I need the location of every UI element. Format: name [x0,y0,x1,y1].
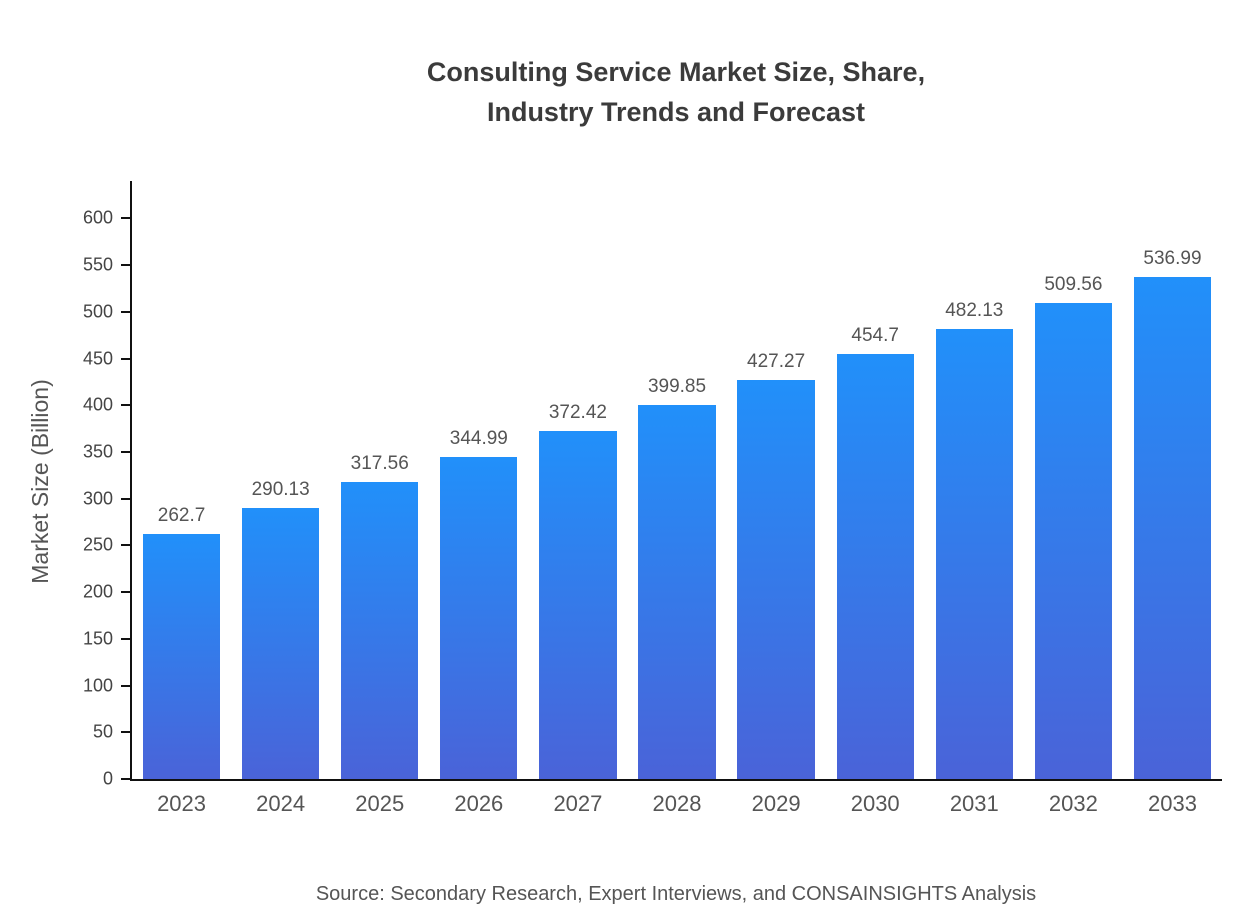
y-tick-label: 50 [92,721,113,742]
bar-slot-2026: 344.99 [429,181,528,779]
chart-title-line1: Consulting Service Market Size, Share, [426,57,926,87]
bar-value-label-2026: 344.99 [449,427,508,449]
bar-value-label-2024: 290.13 [251,478,310,500]
bar-2028 [638,405,716,779]
bar-value-label-2028: 399.85 [647,376,707,398]
y-tick-label: 500 [82,301,113,322]
x-axis-labels: 2023 2024 2025 2026 2027 2028 2029 2030 2031 2032… [130,791,1222,817]
source-note: Source: Secondary Research, Expert Inter… [315,883,1037,905]
bar-slot-2032: 509.56 [1024,181,1123,779]
y-tick-label: 250 [82,534,113,555]
y-axis-title-text: Market Size (Billion) [26,378,53,584]
y-tick-mark [121,264,130,267]
bar-2033 [1133,277,1212,779]
bar-value-label-2032: 509.56 [1044,273,1103,295]
y-tick-label: 150 [82,628,113,649]
bar-slot-2023: 262.7 [132,181,231,779]
y-tick-label: 200 [82,581,113,602]
x-tick-label-2027: 2027 [553,791,603,816]
y-tick-mark [121,310,130,313]
y-tick-label: 550 [82,254,113,275]
bar-value-label-2023: 262.7 [157,504,206,526]
x-tick-label-2029: 2029 [751,791,801,816]
bar-2032 [1034,302,1113,779]
bar-2026 [440,456,518,779]
x-tick-label-2033: 2033 [1148,791,1197,816]
bar-value-label-2025: 317.56 [350,453,409,475]
y-tick-mark [121,684,130,687]
x-tick-label-2023: 2023 [157,791,207,816]
y-tick-label: 300 [82,488,113,509]
bar-value-label-2029: 427.27 [747,350,806,372]
x-tick-label-2028: 2028 [652,791,702,816]
plot-area: 0 50 100 150 200 250 300 350 400 450 500 550 600 262.… [83,181,1222,789]
x-tick-label-2025: 2025 [355,791,405,816]
y-tick-label: 600 [82,207,113,228]
bar-value-label-2030: 454.7 [851,325,899,347]
y-tick-mark [121,544,130,547]
y-tick-label: 350 [82,441,113,462]
y-tick-label: 450 [82,348,113,369]
bar-slot-2029: 427.27 [727,181,826,779]
chart-area: Market Size (Billion) 0 50 100 150 200 250 300… [27,181,1222,816]
bar-2030 [836,354,914,779]
y-tick-label: 100 [82,675,113,696]
x-tick-label-2032: 2032 [1048,791,1098,816]
y-tick-mark [121,497,130,500]
y-tick-label: 400 [82,394,113,415]
y-tick-mark [121,637,130,640]
bar-slot-2028: 399.85 [627,181,726,779]
x-tick-label-2024: 2024 [256,791,306,816]
bar-2027 [539,431,617,779]
bar-value-label-2031: 482.13 [945,299,1004,321]
bar-slot-2030: 454.7 [826,181,925,779]
y-tick-mark [121,404,130,407]
y-tick-mark [121,450,130,453]
bar-value-label-2033: 536.99 [1143,248,1202,270]
x-tick-label-2026: 2026 [454,791,504,816]
bar-2024 [242,507,320,779]
bar-slot-2025: 317.56 [330,181,429,779]
x-tick-label-2031: 2031 [949,791,999,816]
y-axis-title: Market Size (Billion) [22,181,58,781]
bar-2025 [341,482,419,779]
chart-title: Consulting Service Market Size, Share, I… [130,52,1222,132]
y-tick-mark [121,217,130,220]
bar-2031 [935,328,1013,779]
y-tick-label: 0 [102,768,113,789]
x-tick-label-2030: 2030 [850,791,900,816]
bar-2029 [737,379,815,779]
y-tick-mark [121,778,130,780]
y-tick-mark [121,731,130,734]
bar-slot-2031: 482.13 [925,181,1024,779]
bar-slot-2024: 290.13 [231,181,330,779]
bar-value-label-2027: 372.42 [548,402,607,424]
chart-title-line2: Industry Trends and Forecast [486,97,866,127]
y-tick-mark [121,357,130,360]
bar-slot-2033: 536.99 [1123,181,1222,779]
bar-2023 [142,533,221,779]
y-tick-mark [121,591,130,594]
bar-slot-2027: 372.42 [528,181,627,779]
